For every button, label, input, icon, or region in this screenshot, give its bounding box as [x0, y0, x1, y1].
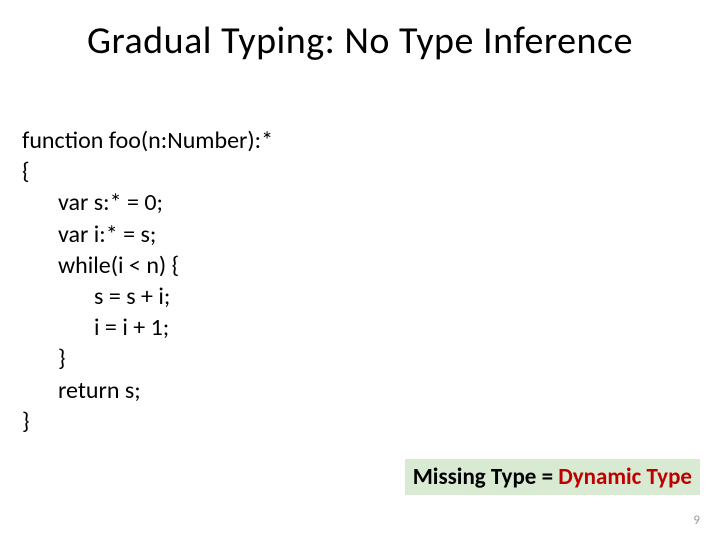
code-line: s = s + i;: [22, 281, 273, 312]
slide: Gradual Typing: No Type Inference functi…: [0, 0, 720, 540]
code-line: {: [22, 156, 273, 187]
code-line: return s;: [22, 375, 273, 406]
code-line: }: [22, 406, 273, 437]
code-line: }: [22, 343, 273, 374]
page-number: 9: [693, 513, 700, 528]
callout-box: Missing Type = Dynamic Type: [405, 459, 700, 495]
code-line: while(i < n) {: [22, 250, 273, 281]
slide-title: Gradual Typing: No Type Inference: [0, 0, 720, 74]
code-block: function foo(n:Number):* { var s:* = 0; …: [22, 125, 273, 437]
code-line: var i:* = s;: [22, 219, 273, 250]
code-line: var s:* = 0;: [22, 187, 273, 218]
code-line: function foo(n:Number):*: [22, 125, 273, 156]
callout-text-emphasis: Dynamic Type: [558, 463, 692, 491]
callout-text-prefix: Missing Type =: [413, 463, 559, 491]
code-line: i = i + 1;: [22, 312, 273, 343]
